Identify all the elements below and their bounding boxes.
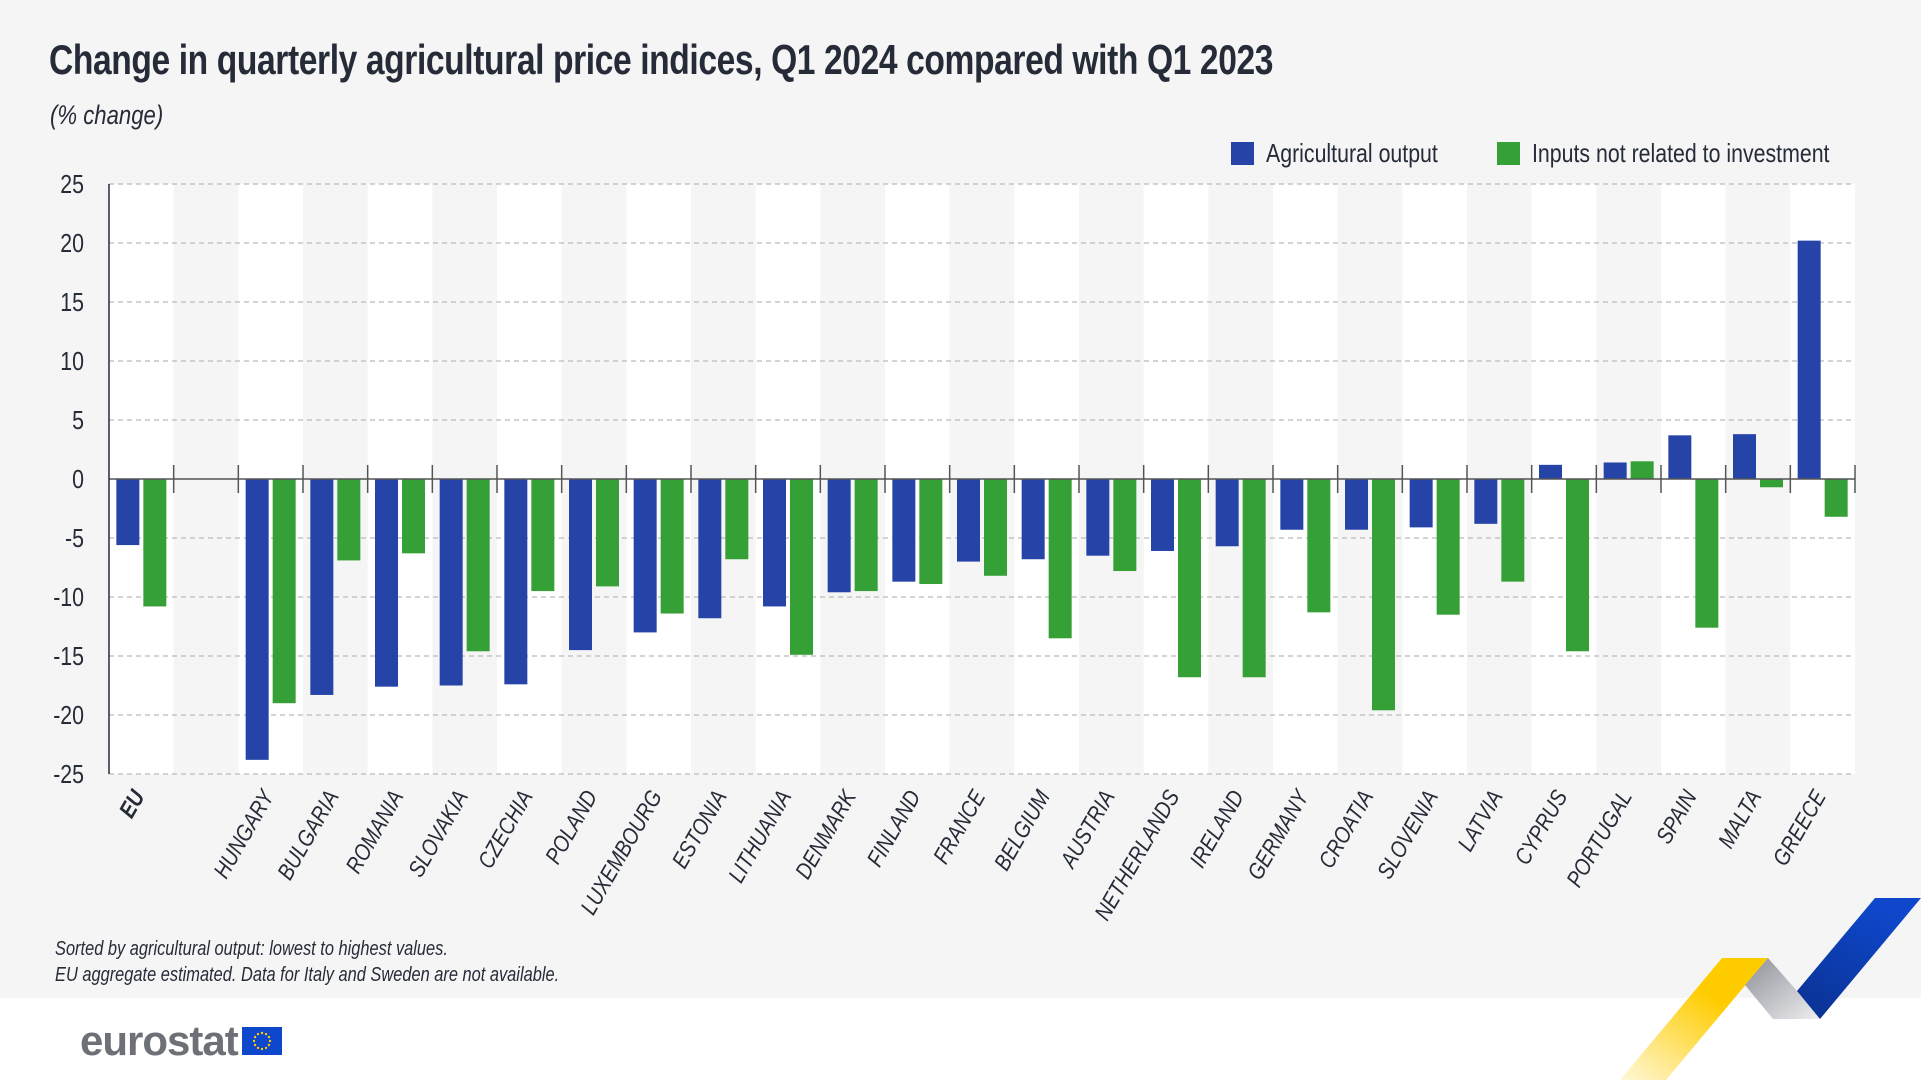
bar-inputs — [272, 479, 296, 704]
bar-inputs — [596, 479, 619, 587]
y-tick-label: 15 — [60, 288, 84, 318]
bar-inputs — [466, 479, 490, 652]
bar-inputs — [854, 479, 878, 592]
legend-label: Agricultural output — [1265, 138, 1438, 168]
legend-item-agricultural-output: Agricultural output — [1230, 138, 1438, 169]
bar-agricultural-output — [504, 479, 528, 685]
bar-inputs — [1436, 479, 1460, 615]
eurostat-logo: eurostat — [80, 1017, 282, 1065]
bar-agricultural-output — [1797, 240, 1821, 479]
bar-agricultural-output — [1668, 435, 1692, 479]
bar-agricultural-output — [1409, 479, 1433, 528]
bar-inputs — [1760, 479, 1783, 488]
legend-label: Inputs not related to investment — [1532, 138, 1830, 168]
y-tick-label: -20 — [53, 701, 84, 731]
legend-swatch-blue — [1230, 142, 1254, 165]
bar-inputs — [1048, 479, 1072, 639]
bar-agricultural-output — [698, 479, 722, 619]
bar-agricultural-output — [763, 479, 786, 607]
bar-inputs — [984, 479, 1007, 576]
y-tick-label: 5 — [72, 406, 84, 436]
y-tick-label: -25 — [53, 760, 84, 790]
bar-inputs — [1242, 479, 1266, 678]
chart-subtitle: (% change) — [50, 100, 164, 130]
bar-agricultural-output — [1345, 479, 1368, 530]
bar-agricultural-output — [1539, 464, 1562, 479]
bar-agricultural-output — [1733, 434, 1756, 479]
ribbon-grey — [1745, 958, 1820, 1019]
legend-item-inputs: Inputs not related to investment — [1497, 138, 1855, 169]
y-tick-label: 10 — [60, 347, 84, 377]
bar-agricultural-output — [1603, 462, 1627, 479]
y-tick-label: 0 — [72, 465, 84, 495]
bar-agricultural-output — [957, 479, 980, 562]
bar-agricultural-output — [375, 479, 398, 687]
ribbon-yellow — [1620, 958, 1768, 1080]
bar-agricultural-output — [633, 479, 657, 633]
y-tick-label: 20 — [60, 229, 84, 259]
bar-inputs — [1178, 479, 1201, 678]
y-tick-label: -10 — [53, 583, 84, 613]
bar-inputs — [1695, 479, 1719, 628]
y-tick-label: -15 — [53, 642, 84, 672]
y-tick-label: -5 — [65, 524, 84, 554]
bar-agricultural-output — [1021, 479, 1045, 560]
bar-inputs — [919, 479, 943, 585]
bar-inputs — [1307, 479, 1331, 613]
bar-inputs — [1630, 461, 1654, 479]
legend: Agricultural output Inputs not related t… — [1230, 138, 1855, 169]
bar-agricultural-output — [245, 479, 269, 760]
note-sorting: Sorted by agricultural output: lowest to… — [55, 938, 448, 960]
note-availability: EU aggregate estimated. Data for Italy a… — [55, 964, 560, 986]
bar-agricultural-output — [827, 479, 851, 593]
bar-inputs — [1372, 479, 1395, 711]
bar-inputs — [1113, 479, 1137, 572]
chart-notes: Sorted by agricultural output: lowest to… — [55, 936, 559, 988]
logo-text: eurostat — [80, 1017, 239, 1064]
bar-inputs — [143, 479, 167, 607]
bar-agricultural-output — [1280, 479, 1304, 530]
bar-inputs — [1566, 479, 1589, 652]
eu-flag-icon — [241, 1027, 282, 1055]
bar-inputs — [725, 479, 749, 560]
bar-agricultural-output — [569, 479, 592, 651]
bar-agricultural-output — [116, 479, 140, 546]
bar-agricultural-output — [1215, 479, 1239, 547]
chart-title: Change in quarterly agricultural price i… — [49, 36, 1274, 83]
ribbon-blue — [1797, 898, 1921, 1019]
bar-inputs — [790, 479, 813, 655]
bar-agricultural-output — [1151, 479, 1174, 551]
bar-agricultural-output — [439, 479, 463, 686]
bar-agricultural-output — [1086, 479, 1110, 556]
bar-agricultural-output — [310, 479, 334, 695]
bar-agricultural-output — [892, 479, 916, 582]
legend-swatch-green — [1497, 142, 1521, 165]
bar-inputs — [660, 479, 684, 614]
bar-agricultural-output — [1474, 479, 1498, 524]
bar-inputs — [402, 479, 425, 554]
bar-inputs — [1824, 479, 1848, 517]
bar-inputs — [337, 479, 361, 561]
bar-inputs — [531, 479, 555, 592]
y-tick-label: 25 — [60, 170, 84, 200]
bar-inputs — [1501, 479, 1525, 582]
